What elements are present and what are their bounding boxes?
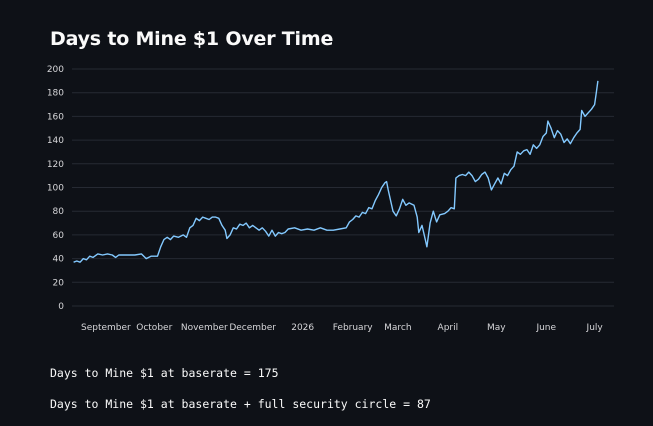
days-to-mine-chart: 0 20 40 60 80 100 120 140 160 180 200 September Oct…: [47, 65, 614, 333]
x-tick-label: September: [81, 323, 131, 333]
y-tick-label: 160: [47, 112, 64, 122]
series-line: [73, 80, 599, 263]
grid-lines: [72, 68, 614, 307]
y-tick-label: 100: [47, 184, 64, 194]
y-tick-label: 40: [53, 255, 65, 265]
x-tick-label: March: [384, 323, 411, 333]
x-axis-tick-labels: September October November December 2026 Febr…: [81, 323, 603, 333]
y-tick-label: 60: [53, 231, 65, 241]
y-tick-label: 20: [53, 278, 65, 288]
x-tick-label: December: [229, 323, 276, 333]
metric-security-circle-label: Days to Mine $1 at baserate + full secur…: [50, 397, 417, 411]
x-tick-label: July: [586, 323, 604, 333]
metric-baserate-value: 175: [257, 366, 279, 380]
metric-security-circle: Days to Mine $1 at baserate + full secur…: [50, 397, 431, 411]
y-tick-label: 140: [47, 136, 64, 146]
metric-security-circle-value: 87: [416, 397, 431, 411]
y-tick-label: 0: [58, 302, 64, 312]
y-tick-label: 200: [47, 65, 64, 75]
metric-baserate-label: Days to Mine $1 at baserate =: [50, 366, 258, 380]
y-tick-label: 120: [47, 160, 64, 170]
metric-baserate: Days to Mine $1 at baserate = 175: [50, 366, 279, 380]
y-axis-tick-labels: 0 20 40 60 80 100 120 140 160 180 200: [47, 65, 64, 312]
x-tick-label: April: [438, 323, 459, 333]
x-tick-label: November: [181, 323, 228, 333]
x-tick-label: October: [136, 323, 172, 333]
x-tick-label: February: [333, 323, 374, 333]
y-tick-label: 180: [47, 89, 64, 99]
x-tick-label: June: [535, 323, 556, 333]
x-tick-label: 2026: [291, 323, 314, 333]
y-tick-label: 80: [53, 207, 65, 217]
chart-title: Days to Mine $1 Over Time: [50, 28, 334, 50]
x-tick-label: May: [487, 323, 506, 333]
series-line-layer: [73, 80, 599, 263]
